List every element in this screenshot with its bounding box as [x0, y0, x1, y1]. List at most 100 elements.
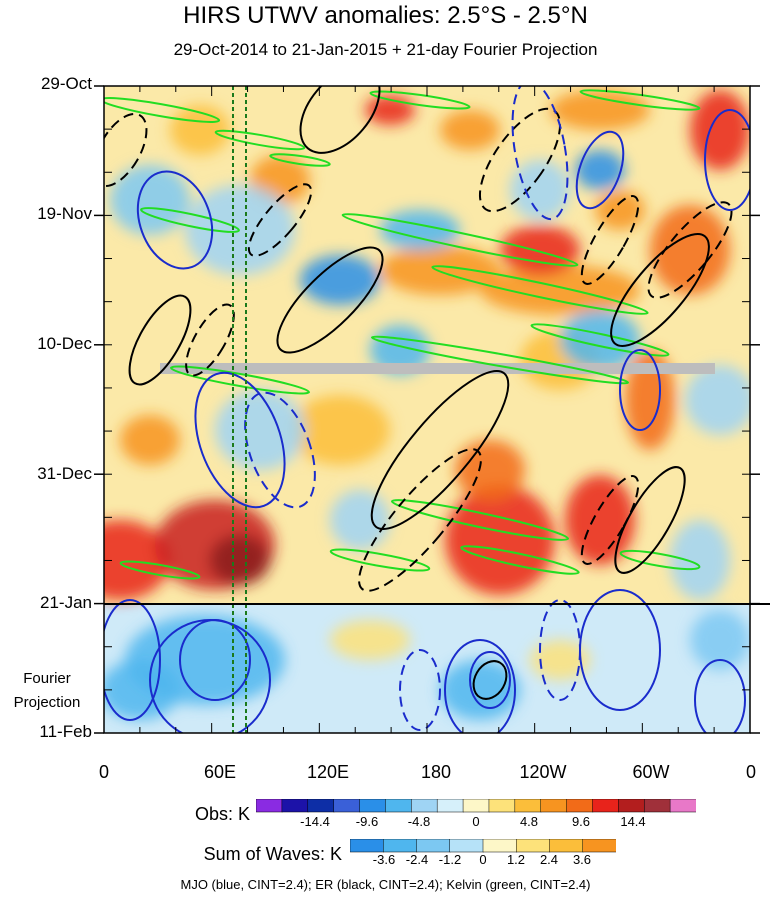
mjo-contour [194, 371, 286, 509]
anomaly-blob [690, 90, 750, 170]
waves-colorbar-ticks: -3.6 -2.4 -1.2 0 1.2 2.4 3.6 [350, 852, 616, 868]
er-contour [370, 370, 510, 530]
projection-label: Fourier [23, 670, 71, 687]
er-contour [647, 201, 733, 299]
er-contour [104, 112, 148, 188]
obs-colorbar-swatch [669, 799, 696, 813]
obs-colorbar-swatch [256, 799, 283, 813]
obs-colorbar-swatch [566, 799, 594, 813]
waves-tick-label: -2.4 [405, 852, 429, 867]
anomaly-blob [120, 415, 180, 465]
anomaly-blob [330, 490, 390, 550]
waves-colorbar-swatch [350, 839, 384, 853]
obs-colorbar [256, 799, 696, 813]
waves-colorbar-swatch [582, 839, 616, 853]
er-contour [472, 660, 508, 700]
obs-tick-label: -14.4 [300, 814, 330, 829]
obs-colorbar-swatch [540, 799, 568, 813]
obs-tick-label: 14.4 [620, 814, 646, 829]
mjo-contour [694, 659, 746, 733]
er-contour [185, 303, 235, 377]
waves-tick-label: 2.4 [539, 852, 559, 867]
anomaly-blob [380, 210, 460, 250]
kelvin-contour [370, 335, 630, 385]
anomaly-blob [300, 255, 380, 305]
x-tick-label: 0 [98, 762, 109, 782]
kelvin-contour [329, 548, 431, 572]
kelvin-contour [579, 89, 701, 111]
kelvin-contour [119, 560, 201, 580]
anomaly-blob [210, 535, 270, 585]
mjo-contour [539, 599, 581, 701]
anomaly-blob [670, 520, 730, 600]
obs-colorbar-swatch [359, 799, 387, 813]
anomaly-blob [550, 90, 650, 130]
y-tick-label: 31-Dec [37, 464, 92, 483]
kelvin-contour [104, 97, 221, 123]
er-contour [276, 246, 384, 354]
x-tick-label: 120W [519, 762, 567, 782]
axis-ticks [94, 85, 760, 734]
obs-colorbar-swatch [436, 799, 464, 813]
mjo-contour [704, 109, 750, 211]
waves-colorbar [350, 839, 616, 853]
obs-colorbar-swatch [514, 799, 542, 813]
er-contour [128, 294, 192, 386]
mjo-contour [619, 349, 661, 431]
kelvin-contour [170, 365, 310, 395]
hovmoller-plot [94, 85, 770, 734]
waves-colorbar-swatch [549, 839, 584, 853]
y-tick-label: 29-Oct [40, 74, 92, 93]
kelvin-contour [269, 153, 331, 167]
chart-subtitle: 29-Oct-2014 to 21-Jan-2015 + 21-day Four… [173, 40, 598, 59]
waves-colorbar-swatch [516, 839, 551, 853]
waves-tick-label: -1.2 [438, 852, 462, 867]
obs-tick-label: -4.8 [407, 814, 431, 829]
obs-colorbar-swatch [643, 799, 671, 813]
mjo-contour [399, 649, 441, 731]
x-tick-label: 0 [745, 762, 756, 782]
obs-colorbar-swatch [618, 799, 645, 813]
kelvin-contour [214, 129, 306, 151]
mjo-contour [444, 639, 516, 733]
waves-colorbar-swatch [383, 839, 418, 853]
obs-colorbar-swatch [411, 799, 438, 813]
waves-colorbar-swatch [449, 839, 484, 853]
obs-colorbar-swatch [462, 799, 490, 813]
anomaly-blob [185, 185, 295, 275]
waves-colorbar-swatch [416, 839, 451, 853]
anomaly-blob [380, 245, 500, 295]
y-tick-label: 19-Nov [37, 204, 92, 223]
obs-colorbar-swatch [307, 799, 335, 813]
chart-title: HIRS UTWV anomalies: 2.5°S - 2.5°N [183, 2, 588, 29]
x-tick-label: 120E [306, 762, 350, 782]
anomaly-blob [440, 110, 500, 150]
anomaly-blob [215, 390, 305, 470]
anomaly-blob [690, 610, 750, 670]
waves-tick-label: -3.6 [372, 852, 396, 867]
anomaly-blob [560, 310, 640, 370]
anomaly-blob [575, 150, 625, 190]
mjo-contour [244, 391, 316, 509]
obs-tick-label: 4.8 [519, 814, 539, 829]
kelvin-contour [431, 265, 649, 315]
anomaly-blob [595, 190, 645, 230]
obs-colorbar-swatch [281, 799, 309, 813]
kelvin-contour [390, 499, 570, 541]
legend-footer: MJO (blue, CINT=2.4); ER (black, CINT=2.… [180, 877, 591, 892]
obs-tick-label: 9.6 [571, 814, 591, 829]
kelvin-contour [369, 90, 471, 110]
anomaly-blob [104, 520, 170, 600]
anomaly-blob [104, 660, 180, 720]
er-contour [299, 86, 381, 154]
x-tick-label: 60E [203, 762, 237, 782]
waves-colorbar-label: Sum of Waves: K [203, 844, 342, 864]
obs-tick-label: -9.6 [355, 814, 379, 829]
anomaly-blob [685, 365, 750, 435]
anomaly-blob [530, 640, 590, 680]
obs-colorbar-ticks: -14.4 -9.6 -4.8 0 4.8 9.6 14.4 [256, 814, 696, 830]
kelvin-contour [341, 213, 579, 267]
er-contour [358, 448, 482, 592]
obs-colorbar-swatch [488, 799, 516, 813]
y-tick-label: 10-Dec [37, 334, 92, 353]
